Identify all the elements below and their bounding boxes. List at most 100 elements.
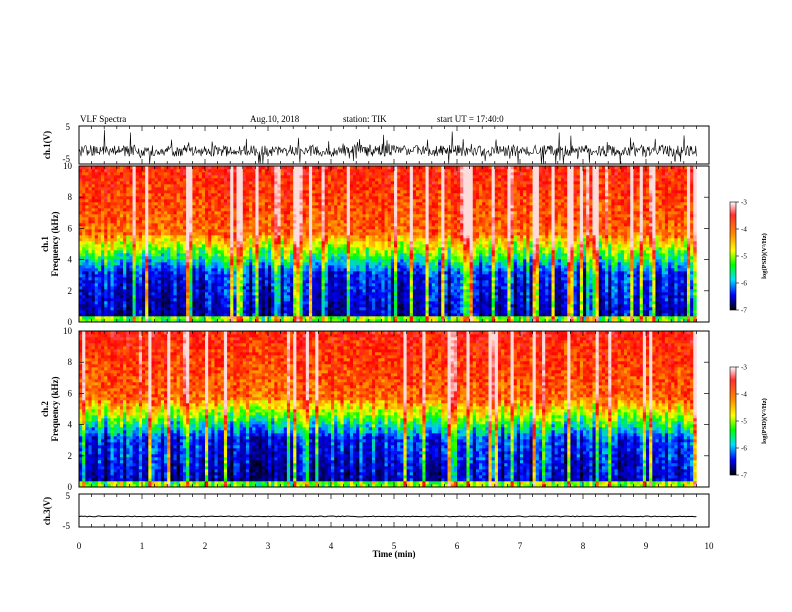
- spectrogram-cell: [655, 253, 659, 257]
- spectrogram-cell: [343, 307, 348, 311]
- spectrogram-cell: [394, 283, 398, 287]
- spectrogram-cell: [315, 253, 319, 257]
- spectrogram-cell: [236, 316, 240, 320]
- spectrogram-cell: [349, 268, 354, 272]
- spectrogram-cell: [164, 286, 168, 290]
- spectrogram-cell: [381, 247, 385, 251]
- spectrogram-cell: [570, 283, 574, 287]
- spectrogram-cell: [674, 268, 678, 272]
- spectrogram-cell: [293, 271, 297, 275]
- spectrogram-cell: [290, 313, 294, 317]
- spectrogram-cell: [447, 283, 451, 287]
- spectrogram-cell: [223, 307, 228, 311]
- spectrogram-cell: [160, 250, 165, 254]
- spectrogram-cell: [340, 310, 344, 314]
- spectrogram-cell: [573, 292, 577, 296]
- spectrogram-cell: [636, 259, 640, 263]
- spectrogram-cell: [359, 298, 363, 302]
- spectrogram-cell: [491, 295, 496, 299]
- spectrogram-cell: [501, 253, 505, 257]
- spectrogram-cell: [690, 295, 694, 299]
- spectrogram-cell: [431, 256, 436, 260]
- spectrogram-cell: [680, 274, 685, 278]
- spectrogram-cell: [236, 247, 240, 251]
- spectrogram-cell: [554, 259, 559, 263]
- spectrogram-cell: [286, 262, 291, 266]
- spectrogram-cell: [302, 286, 307, 290]
- spectrogram-cell: [428, 286, 433, 290]
- spectrogram-cell: [94, 268, 99, 272]
- spectrogram-cell: [639, 253, 644, 257]
- spectrogram-cell: [274, 289, 278, 293]
- spectrogram-cell: [261, 286, 266, 290]
- spectrogram-cell: [151, 313, 155, 317]
- spectrogram-cell: [371, 274, 376, 278]
- spectrogram-cell: [129, 286, 133, 290]
- spectrogram-cell: [579, 265, 584, 269]
- spectrogram-cell: [475, 286, 480, 290]
- spectrogram-cell: [557, 247, 562, 251]
- spectrogram-cell: [255, 271, 259, 275]
- spectrogram-cell: [564, 271, 568, 275]
- spectrogram-cell: [630, 265, 634, 269]
- spectrogram-cell: [406, 274, 411, 278]
- spectrogram-cell: [321, 295, 325, 299]
- spectrogram-cell: [327, 280, 332, 284]
- spectrogram-cell: [488, 280, 492, 284]
- spectrogram-cell: [567, 280, 571, 284]
- spectrogram-cell: [488, 268, 492, 272]
- spectrogram-cell: [488, 292, 492, 296]
- spectrogram-cell: [542, 289, 546, 293]
- spectrogram-cell: [220, 250, 225, 254]
- spectrogram-cell: [101, 289, 105, 293]
- spectrogram-cell: [400, 298, 404, 302]
- spectrogram-cell: [472, 250, 477, 254]
- spectrogram-cell: [227, 250, 231, 254]
- spectrogram-cell: [286, 289, 291, 293]
- spectrogram-cell: [142, 298, 146, 302]
- spectrogram-cell: [195, 289, 199, 293]
- spectrogram-cell: [245, 280, 250, 284]
- spectrogram-cell: [359, 313, 363, 317]
- spectrogram-cell: [277, 292, 281, 296]
- spectrogram-cell: [179, 259, 184, 263]
- spectrogram-cell: [658, 298, 663, 302]
- spectrogram-cell: [460, 304, 464, 308]
- spectrogram-cell: [138, 280, 143, 284]
- spectrogram-cell: [438, 277, 442, 281]
- spectrogram-cell: [664, 310, 669, 314]
- spectrogram-cell: [409, 301, 414, 305]
- spectrogram-cell: [532, 301, 537, 305]
- spectrogram-cell: [406, 319, 411, 323]
- spectrogram-cell: [510, 304, 514, 308]
- spectrogram-cell: [189, 256, 193, 260]
- spectrogram-cell: [677, 283, 681, 287]
- spectrogram-cell: [239, 274, 244, 278]
- spectrogram-cell: [488, 295, 492, 299]
- spectrogram-cell: [85, 250, 89, 254]
- spectrogram-cell: [375, 298, 379, 302]
- spectrogram-cell: [211, 280, 215, 284]
- spectrogram-cell: [523, 280, 527, 284]
- spectrogram-cell: [233, 301, 237, 305]
- spectrogram-cell: [277, 286, 281, 290]
- spectrogram-cell: [557, 265, 562, 269]
- spectrogram-cell: [636, 307, 640, 311]
- spectrogram-cell: [315, 283, 319, 287]
- spectrogram-cell: [538, 253, 543, 257]
- spectrogram-cell: [598, 307, 603, 311]
- spectrogram-cell: [230, 265, 234, 269]
- spectrogram-cell: [403, 310, 407, 314]
- spectrogram-cell: [186, 313, 190, 317]
- spectrogram-cell: [205, 283, 209, 287]
- spectrogram-cell: [485, 256, 489, 260]
- spectrogram-cell: [271, 295, 275, 299]
- spectrogram-cell: [677, 307, 681, 311]
- spectrogram-cell: [422, 256, 426, 260]
- spectrogram-cell: [365, 298, 370, 302]
- spectrogram-cell: [630, 253, 634, 257]
- spectrogram-cell: [116, 310, 121, 314]
- spectrogram-cell: [668, 265, 672, 269]
- spectrogram-cell: [419, 307, 423, 311]
- spectrogram-cell: [513, 298, 518, 302]
